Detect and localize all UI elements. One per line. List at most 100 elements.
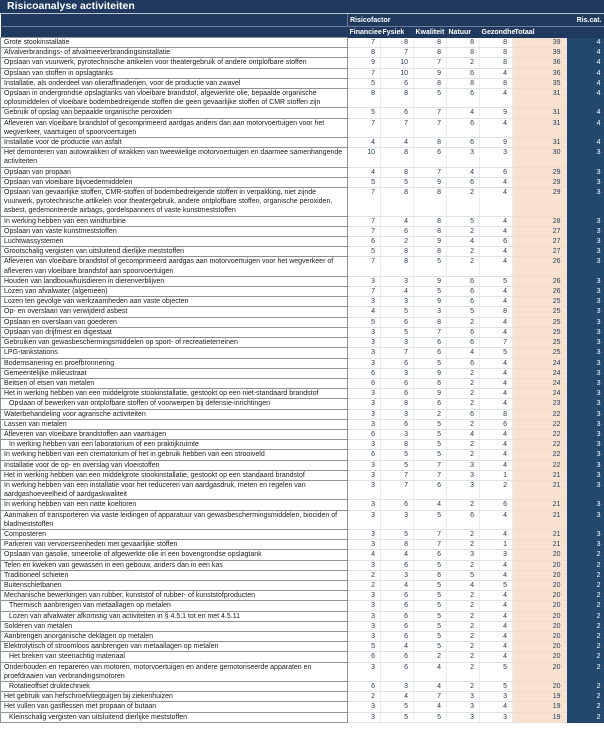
fysiek-value-cell[interactable]: 8 [380,187,414,217]
financieel-value-cell[interactable]: 7 [347,37,381,49]
kwaliteit-value-cell[interactable]: 5 [413,641,447,653]
total-cell[interactable]: 22 [512,429,567,441]
gezondheid-value-cell[interactable]: 4 [479,651,513,663]
natuur-value-cell[interactable]: 4 [446,429,480,441]
natuur-value-cell[interactable]: 2 [446,388,480,400]
kwaliteit-value-cell[interactable]: 7 [413,529,447,541]
fysiek-value-cell[interactable]: 3 [380,570,414,581]
activity-cell[interactable]: Het in werking hebben van een middelgrot… [0,388,348,400]
kwaliteit-value-cell[interactable]: 5 [413,560,447,571]
activity-cell[interactable]: Opslaan of bewerken van ontplofbare stof… [0,398,348,410]
total-cell[interactable]: 21 [512,480,567,501]
financieel-value-cell[interactable]: 4 [347,167,381,178]
risk-category-cell[interactable]: 3 [566,358,604,369]
kwaliteit-value-cell[interactable]: 5 [413,590,447,602]
risk-category-cell[interactable]: 3 [566,388,604,400]
activity-cell[interactable]: Bodemsanering en proefbronnering [0,357,348,369]
total-cell[interactable]: 36 [512,57,567,69]
activity-cell[interactable]: Solderen van metalen [0,620,348,632]
total-cell[interactable]: 22 [512,449,567,461]
risk-category-cell[interactable]: 2 [566,600,604,612]
activity-cell[interactable]: In werking hebben van een windturbine [0,215,348,227]
natuur-value-cell[interactable]: 3 [446,549,480,561]
gezondheid-value-cell[interactable]: 5 [479,662,513,683]
fysiek-value-cell[interactable]: 4 [380,286,414,298]
kwaliteit-value-cell[interactable]: 6 [413,378,447,390]
activity-cell[interactable]: Parkeren van vervoerseenheden met gevaar… [0,539,348,551]
total-cell[interactable]: 22 [512,460,567,471]
kwaliteit-value-cell[interactable]: 5 [413,419,447,430]
financieel-value-cell[interactable]: 3 [347,712,381,723]
risk-category-cell[interactable]: 3 [566,429,604,441]
gezondheid-value-cell[interactable]: 5 [479,580,513,592]
kwaliteit-value-cell[interactable]: 7 [413,691,447,703]
gezondheid-value-cell[interactable]: 6 [479,499,513,511]
total-cell[interactable]: 20 [512,590,567,602]
total-cell[interactable]: 20 [512,681,567,693]
fysiek-value-cell[interactable]: 4 [380,691,414,703]
activity-cell[interactable]: In werking hebben van een natte koeltore… [0,499,348,511]
activity-cell[interactable]: LPG-tankstations [0,347,348,359]
kwaliteit-value-cell[interactable]: 9 [413,177,447,189]
risk-category-cell[interactable]: 2 [566,691,604,703]
gezondheid-value-cell[interactable]: 8 [479,306,513,318]
natuur-value-cell[interactable]: 2 [446,631,480,643]
kwaliteit-value-cell[interactable]: 5 [413,611,447,622]
natuur-value-cell[interactable]: 3 [446,691,480,703]
kwaliteit-value-cell[interactable]: 9 [413,236,447,248]
risk-category-cell[interactable]: 4 [566,88,604,109]
natuur-value-cell[interactable]: 6 [446,296,480,308]
natuur-value-cell[interactable]: 6 [446,137,480,149]
financieel-value-cell[interactable]: 3 [347,631,381,643]
gezondheid-value-cell[interactable]: 4 [479,118,513,139]
risk-category-cell[interactable]: 3 [566,216,604,227]
gezondheid-value-cell[interactable]: 6 [479,236,513,248]
activity-cell[interactable]: Grote stookinstallatie [0,36,348,49]
fysiek-value-cell[interactable]: 6 [380,662,414,683]
natuur-value-cell[interactable]: 2 [446,600,480,612]
activity-cell[interactable]: Grootschalig vergisten van uitsluitend d… [0,246,348,258]
natuur-value-cell[interactable]: 6 [446,286,480,298]
financieel-value-cell[interactable]: 7 [347,256,381,277]
risk-category-cell[interactable]: 3 [566,256,604,277]
natuur-value-cell[interactable]: 3 [446,470,480,481]
total-cell[interactable]: 20 [512,662,567,683]
activity-cell[interactable]: Afvalverbrandings- of afvalmeeverbrandin… [0,47,348,59]
fysiek-value-cell[interactable]: 8 [380,246,414,258]
risk-category-cell[interactable]: 3 [566,439,604,451]
total-cell[interactable]: 31 [512,137,567,149]
activity-cell[interactable]: Installatie voor de op- en overslag van … [0,459,348,471]
kwaliteit-value-cell[interactable]: 9 [413,296,447,308]
total-cell[interactable]: 20 [512,641,567,653]
natuur-value-cell[interactable]: 2 [446,651,480,663]
total-cell[interactable]: 24 [512,368,567,379]
gezondheid-value-cell[interactable]: 4 [479,226,513,238]
total-cell[interactable]: 20 [512,621,567,632]
total-cell[interactable]: 27 [512,246,567,258]
activity-cell[interactable]: Buitenschietbanen [0,579,348,592]
gezondheid-value-cell[interactable]: 4 [479,317,513,328]
kwaliteit-value-cell[interactable]: 8 [413,78,447,90]
fysiek-value-cell[interactable]: 8 [380,88,414,109]
natuur-value-cell[interactable]: 5 [446,216,480,227]
fysiek-value-cell[interactable]: 5 [380,712,414,723]
gezondheid-value-cell[interactable]: 4 [479,398,513,410]
risk-category-cell[interactable]: 3 [566,187,604,217]
fysiek-value-cell[interactable]: 8 [380,37,414,49]
kwaliteit-value-cell[interactable]: 5 [413,712,447,723]
financieel-value-cell[interactable]: 3 [347,590,381,602]
activity-cell[interactable]: Installatie, als onderdeel van olieraffi… [0,77,348,90]
risk-category-cell[interactable]: 4 [566,78,604,90]
fysiek-value-cell[interactable]: 5 [380,701,414,713]
risk-category-cell[interactable]: 3 [566,306,604,318]
kwaliteit-value-cell[interactable]: 5 [413,580,447,592]
gezondheid-value-cell[interactable]: 4 [479,88,513,109]
kwaliteit-value-cell[interactable]: 5 [413,88,447,109]
risk-category-cell[interactable]: 4 [566,107,604,119]
risk-category-cell[interactable]: 3 [566,419,604,430]
activity-cell[interactable]: Kleinschalig vergisten van uitsluitend d… [0,711,348,723]
risk-category-cell[interactable]: 3 [566,276,604,288]
total-cell[interactable]: 22 [512,419,567,430]
gezondheid-value-cell[interactable]: 4 [479,439,513,451]
natuur-value-cell[interactable]: 6 [446,177,480,189]
